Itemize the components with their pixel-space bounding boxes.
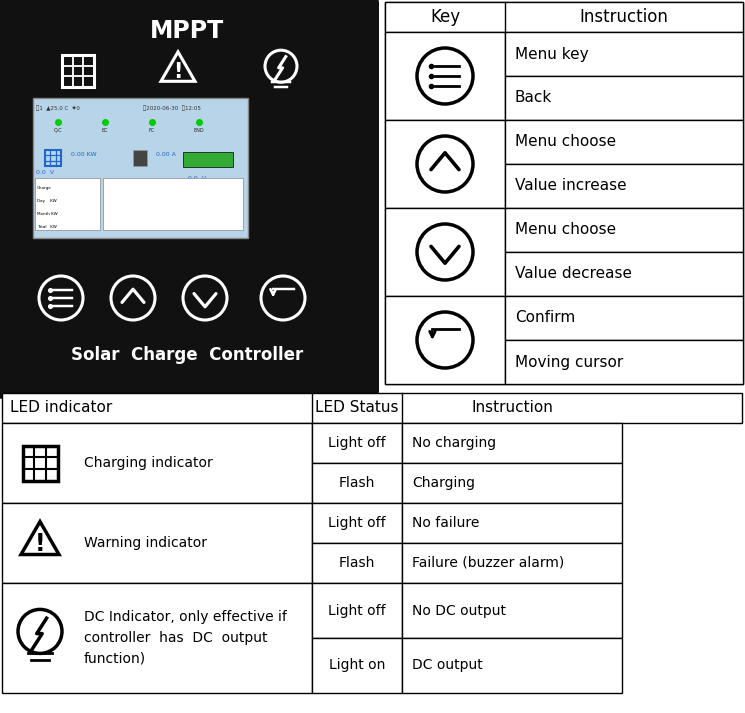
Text: LED indicator: LED indicator [10,401,112,416]
Bar [385,120,505,208]
Text: Charging indicator: Charging indicator [84,456,213,470]
Bar [505,120,743,164]
Bar [35,178,100,230]
Bar [505,340,743,384]
Bar [312,583,402,638]
Text: Flash: Flash [339,556,375,570]
Bar [45,150,61,166]
Text: Light off: Light off [329,436,386,450]
Bar [22,446,57,481]
Bar [2,583,312,693]
Text: Month KW: Month KW [37,212,58,216]
Text: 0.00 A: 0.00 A [156,153,176,158]
Bar [505,208,743,252]
Text: END: END [194,128,204,133]
Text: Light on: Light on [329,659,385,672]
Text: LED Status: LED Status [315,401,399,416]
Bar [133,150,147,166]
Text: DC output: DC output [412,659,483,672]
Text: Charging: Charging [412,476,475,490]
Text: Value decrease: Value decrease [515,267,632,282]
Text: Total   KW: Total KW [37,225,57,229]
Bar [505,164,743,208]
Bar [2,393,742,423]
Text: !: ! [174,61,183,81]
Text: Charge: Charge [37,186,51,190]
Text: Failure (buzzer alarm): Failure (buzzer alarm) [412,556,564,570]
Bar [505,32,743,76]
Bar [33,98,248,238]
Bar [385,296,505,384]
Text: ⬛1  ▲25.0 C  ✦0: ⬛1 ▲25.0 C ✦0 [36,105,80,111]
Text: EC: EC [102,128,108,133]
Bar [402,463,622,503]
Text: Key: Key [430,8,460,26]
Text: Back: Back [515,91,552,106]
Bar [402,638,622,693]
Bar [312,463,402,503]
Text: 0.0  V: 0.0 V [188,175,206,180]
Text: Menu choose: Menu choose [515,222,616,237]
Text: Menu choose: Menu choose [515,135,616,150]
FancyBboxPatch shape [0,0,379,399]
Text: !: ! [35,532,45,555]
Text: No failure: No failure [412,516,479,530]
Bar [312,638,402,693]
Text: Value increase: Value increase [515,178,627,193]
Text: Light off: Light off [329,603,386,617]
Text: Confirm: Confirm [515,310,575,326]
Text: FC: FC [149,128,155,133]
Bar [505,296,743,340]
Bar [312,543,402,583]
Bar [385,2,743,32]
Text: Solar  Charge  Controller: Solar Charge Controller [71,346,303,364]
Text: No DC output: No DC output [412,603,506,617]
Bar [385,208,505,296]
Bar [505,76,743,120]
Bar [2,503,312,583]
Bar [505,252,743,296]
Bar [402,543,622,583]
Bar [62,55,94,87]
Text: MPPT: MPPT [150,19,224,43]
Text: Menu key: Menu key [515,46,589,61]
Bar [402,423,622,463]
Text: No charging: No charging [412,436,496,450]
Text: DC Indicator, only effective if
controller  has  DC  output
function): DC Indicator, only effective if controll… [84,610,287,666]
Text: Q.C: Q.C [54,128,63,133]
Bar [402,503,622,543]
Bar [183,152,233,167]
Text: Flash: Flash [339,476,375,490]
Text: Instruction: Instruction [471,401,553,416]
Bar [2,423,312,503]
Bar [312,423,402,463]
Text: Instruction: Instruction [580,8,668,26]
Text: Moving cursor: Moving cursor [515,354,624,369]
Text: Warning indicator: Warning indicator [84,536,207,550]
Text: Day    KW: Day KW [37,199,57,203]
Text: ⬜2020-06-30  ⏰12:05: ⬜2020-06-30 ⏰12:05 [143,106,201,111]
Bar [385,32,505,120]
Text: 0.00 KW: 0.00 KW [71,153,97,158]
Bar [312,503,402,543]
Bar [103,178,243,230]
Text: 0.0  V: 0.0 V [36,170,54,175]
Bar [402,583,622,638]
Bar [385,2,743,384]
Text: Light off: Light off [329,516,386,530]
